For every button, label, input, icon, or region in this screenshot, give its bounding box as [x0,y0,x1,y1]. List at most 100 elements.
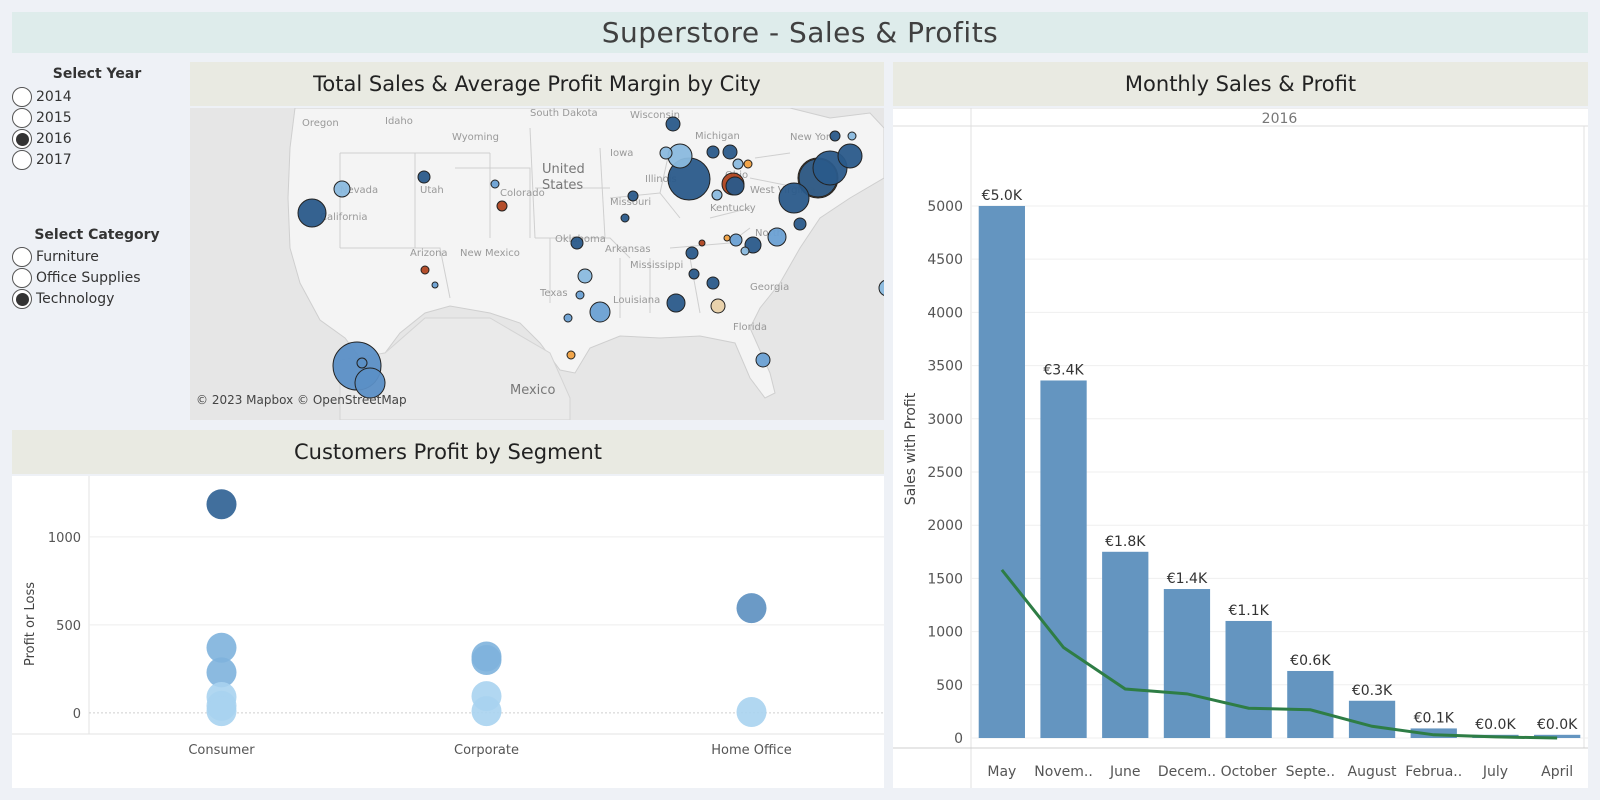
map-region-label: New York [790,132,836,143]
radio-label: 2016 [36,131,72,147]
city-bubble [563,313,573,323]
map-region-label: Nevada [340,185,378,196]
city-bubble [685,246,699,260]
segment-point [471,696,502,727]
y-tick-label: 5000 [927,199,963,215]
city-bubble [417,170,431,184]
y-tick-label: 1000 [927,625,963,641]
city-bubble [589,301,611,323]
radio-button[interactable] [12,87,32,107]
state-border [535,237,631,259]
map-region-label: Wisconsin [630,110,680,121]
city-bubble [431,281,439,289]
city-bubble [847,131,857,141]
city-bubble [627,190,639,202]
city-bubble [575,290,585,300]
map-region-label: Louisiana [613,295,660,306]
city-bubble [688,268,700,280]
y-tick-label: 0 [954,731,963,747]
city-bubble [743,159,753,169]
radio-label: Furniture [36,249,99,265]
radio-label: 2017 [36,152,72,168]
map-region-label: Mexico [510,383,555,398]
y-tick-label: 2500 [927,465,963,481]
map-region-label: Missouri [610,197,651,208]
city-bubble [333,180,351,198]
map-region-label: Florida [733,322,767,333]
city-bubble [566,350,576,360]
city-bubble [577,268,593,284]
city-bubble [570,236,584,250]
radio-button[interactable] [12,247,32,267]
city-bubble [793,217,807,231]
bar [1410,728,1457,738]
map-region-label: Oregon [302,118,339,129]
category-option-technology[interactable]: Technology [12,289,114,309]
city-bubble [706,276,720,290]
category-option-office-supplies[interactable]: Office Supplies [12,268,141,288]
state-border [689,257,701,314]
map-region-label: Michigan [695,131,740,142]
city-bubble [740,246,750,256]
year-option-2014[interactable]: 2014 [12,87,72,107]
map-region-label: Illinois [645,174,677,185]
bar-data-label: €0.6K [1290,653,1331,669]
bar [1348,700,1396,738]
city-bubble [878,280,884,296]
y-tick-label: 0 [73,707,81,722]
city-bubble [706,145,720,159]
bar-data-label: €0.0K [1537,717,1578,733]
radio-label: 2014 [36,89,72,105]
map-region-label: New Mexico [460,248,520,259]
bar [1225,620,1272,738]
city-bubble [297,198,327,228]
year-filter-label: Select Year [52,66,142,82]
y-tick-label: 3000 [927,412,963,428]
bar [1040,380,1087,738]
dashboard-title: Superstore - Sales & Profits [12,12,1588,53]
y-tick-label: 1500 [927,571,963,587]
state-border [455,167,531,238]
radio-label: Technology [36,291,115,307]
bar [1534,734,1581,738]
profit-line [1000,568,1558,740]
map-region-label: Wyoming [452,132,499,143]
x-tick-label: Home Office [711,743,791,758]
bar [1287,670,1334,738]
radio-label: Office Supplies [36,270,141,286]
state-border [529,127,536,239]
year-option-2016[interactable]: 2016 [12,129,72,149]
map-region-label: Mississippi [630,260,683,271]
mexico-landmass [339,317,571,420]
category-option-furniture[interactable]: Furniture [12,247,99,267]
bar-data-label: €3.4K [1043,362,1084,378]
radio-button[interactable] [12,268,32,288]
state-border [709,207,751,219]
year-option-2017[interactable]: 2017 [12,150,72,170]
city-bubble [725,176,745,196]
city-bubble [778,182,810,214]
city-bubble [356,357,368,369]
city-bubble [729,233,743,247]
city-bubble [354,367,386,399]
bar [1163,589,1211,738]
radio-button[interactable] [12,129,32,149]
category-filter-label: Select Category [34,227,160,243]
radio-button[interactable] [12,150,32,170]
monthly-chart-canvas: 2016 0 500 1000 1500 2000 2500 3000 3500 4000 4500… [893,108,1588,788]
x-tick-label: Septe.. [1286,764,1335,780]
city-map[interactable]: Oregon Idaho Wyoming South Dakota Wisconsin M… [190,108,884,420]
city-bubble [666,293,686,313]
radio-button[interactable] [12,108,32,128]
city-bubble [698,239,706,247]
city-bubble [620,213,630,223]
city-bubble [723,234,731,242]
bar-data-label: €1.1K [1228,603,1269,619]
x-tick-label: Februa.. [1405,764,1462,780]
year-option-2015[interactable]: 2015 [12,108,72,128]
map-region-label: Texas [539,288,568,299]
x-tick-label: Decem.. [1158,764,1216,780]
map-region-label: Arizona [410,248,448,259]
city-bubble [711,189,723,201]
radio-button[interactable] [12,289,32,309]
